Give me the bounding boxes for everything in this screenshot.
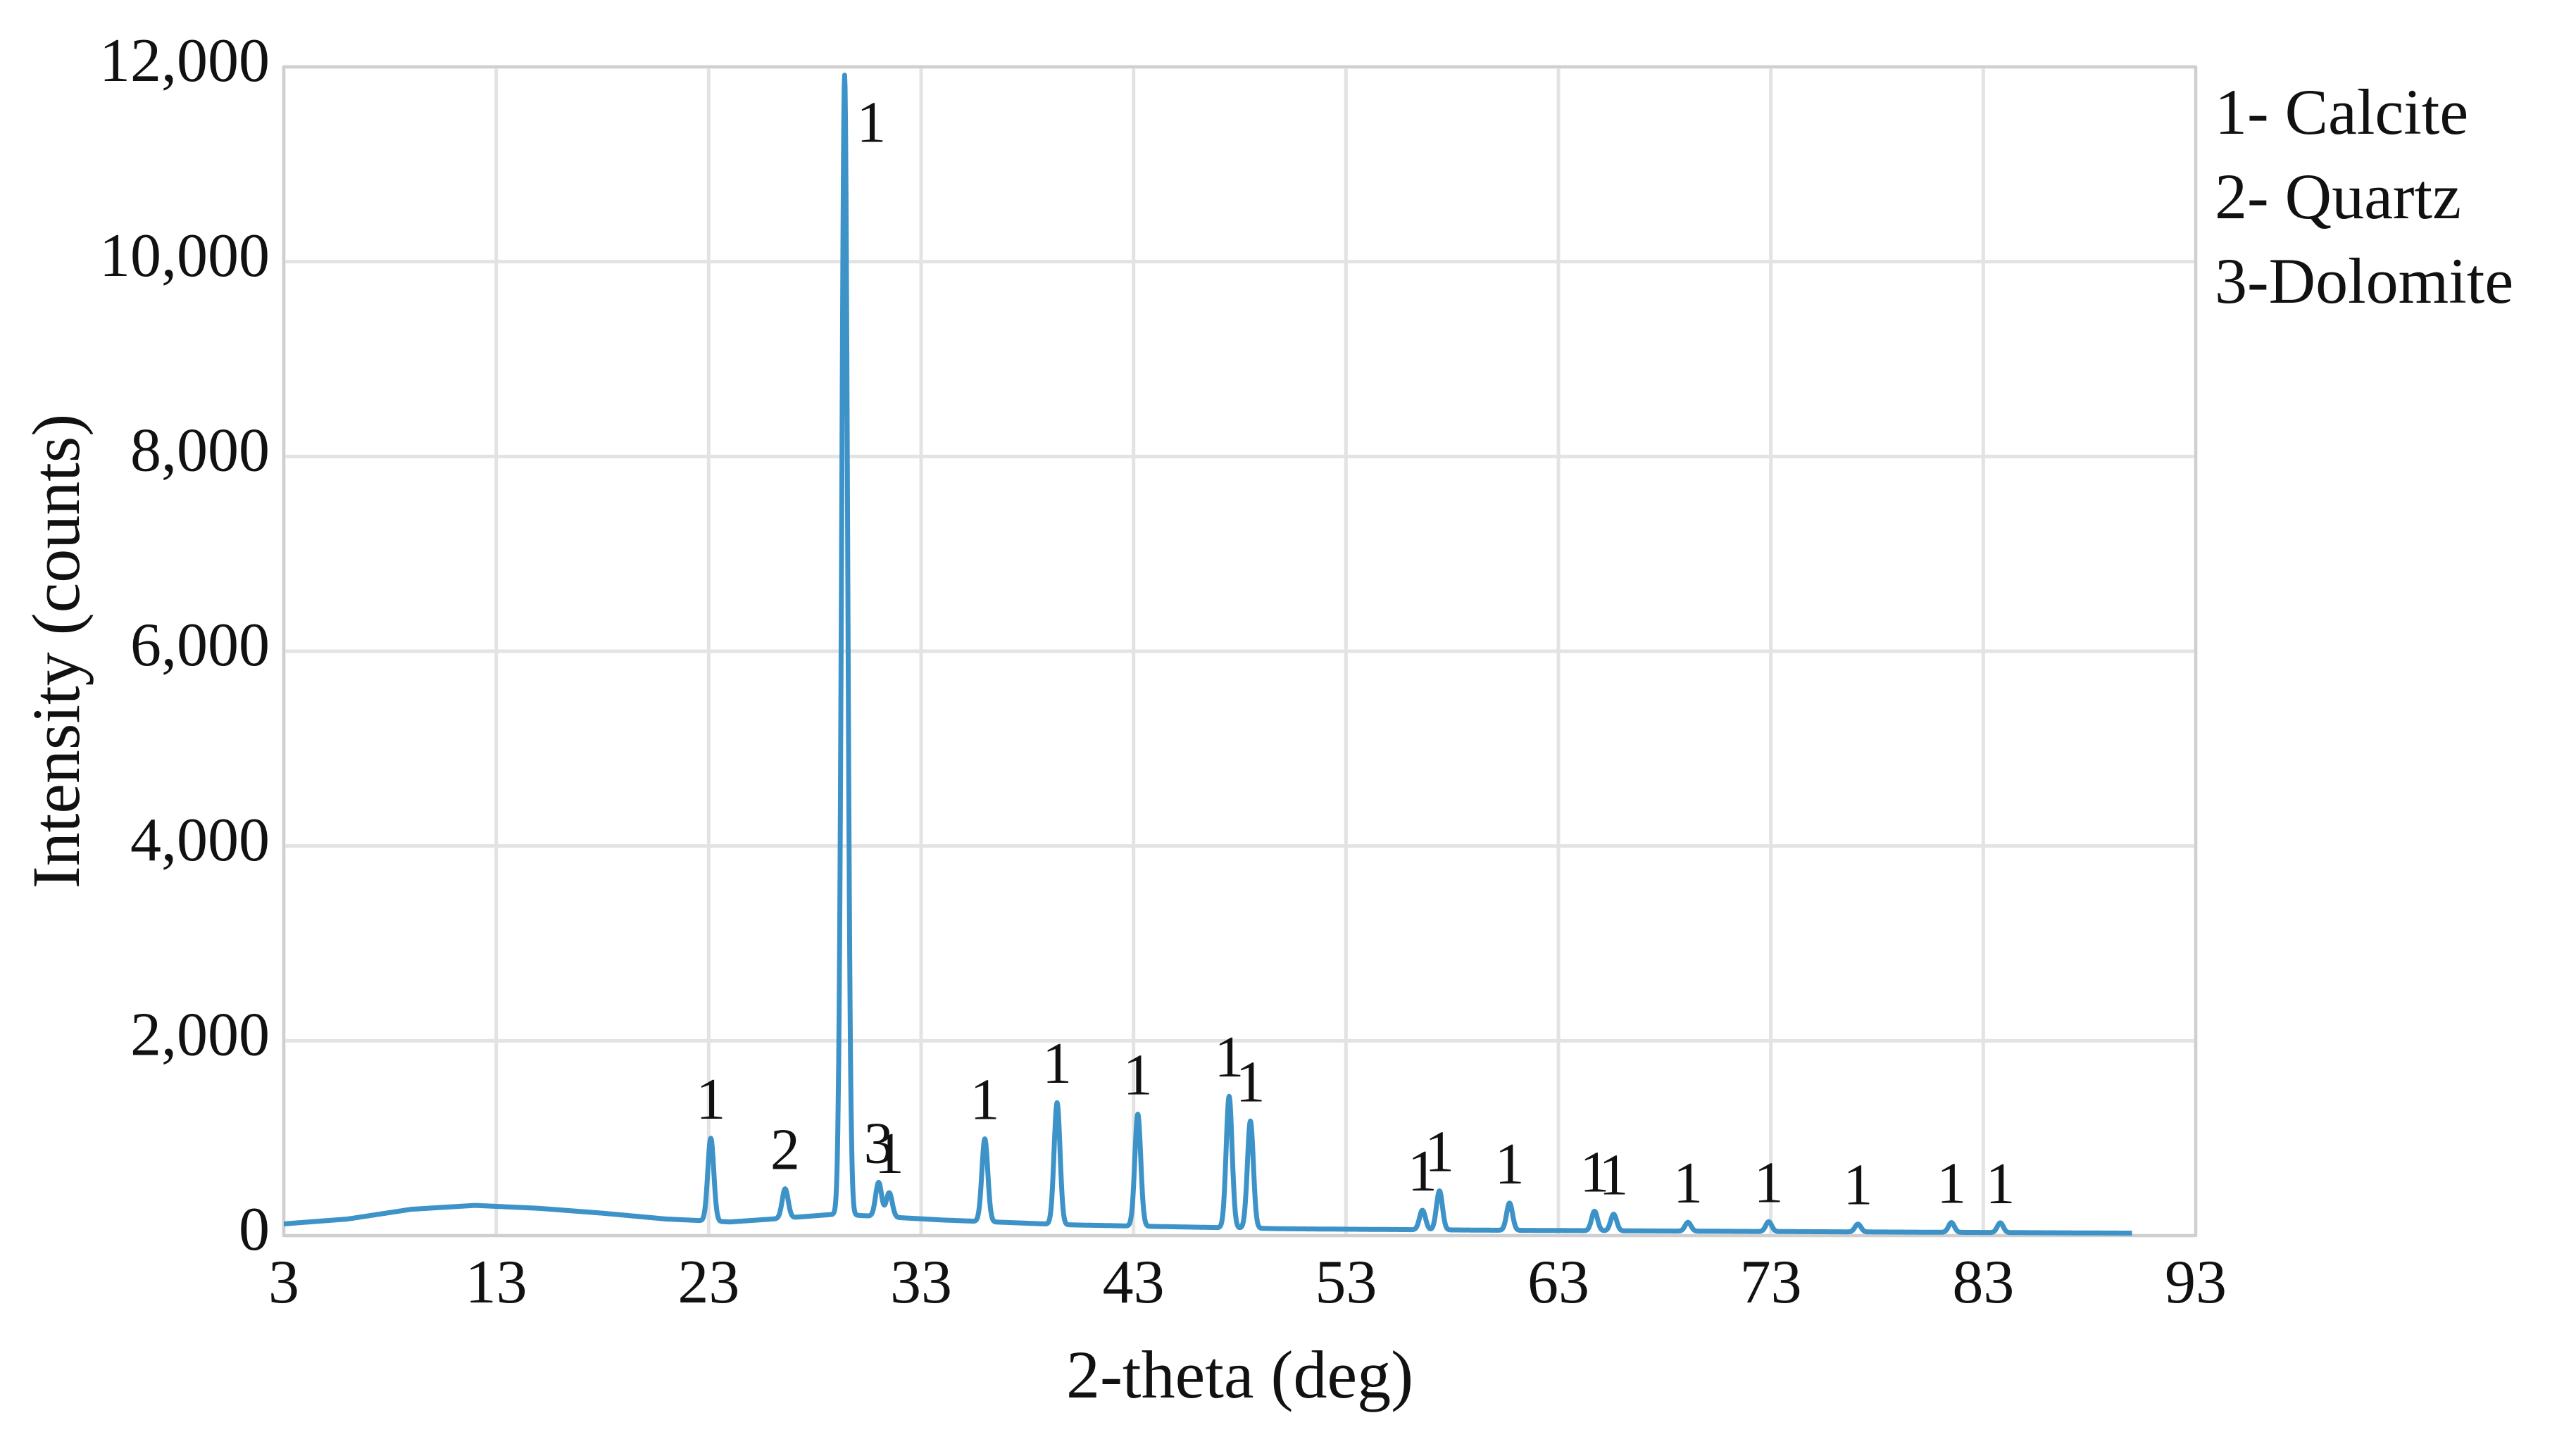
y-tick-label: 10,000 bbox=[99, 222, 270, 290]
xrd-trace-line bbox=[282, 73, 2134, 1236]
x-tick-label: 33 bbox=[890, 1248, 952, 1317]
y-axis-title: Intensity (counts) bbox=[18, 414, 94, 889]
peak-label: 3 bbox=[864, 1110, 894, 1176]
x-tick-label: 23 bbox=[677, 1248, 739, 1317]
y-tick-label: 2,000 bbox=[130, 1001, 270, 1069]
peak-label: 1 bbox=[1673, 1150, 1703, 1216]
peak-label: 1 bbox=[970, 1067, 1000, 1133]
peak-label: 1 bbox=[1408, 1138, 1437, 1204]
y-tick-label: 8,000 bbox=[130, 417, 270, 485]
peak-label: 1 bbox=[856, 90, 886, 156]
x-tick-label: 63 bbox=[1527, 1248, 1589, 1317]
x-tick-label: 43 bbox=[1103, 1248, 1165, 1317]
y-axis-ticks: 0 2,000 4,000 6,000 8,000 10,000 12,000 bbox=[99, 27, 270, 1264]
peak-label: 1 bbox=[1937, 1151, 1966, 1217]
peak-label: 1 bbox=[1425, 1119, 1454, 1185]
peak-label: 1 bbox=[875, 1121, 904, 1186]
x-tick-label: 83 bbox=[1952, 1248, 2014, 1317]
peak-label: 1 bbox=[1985, 1151, 2015, 1217]
peak-label: 1 bbox=[1495, 1131, 1525, 1197]
x-axis-title: 2-theta (deg) bbox=[1066, 1337, 1413, 1412]
x-tick-label: 3 bbox=[268, 1248, 299, 1317]
legend-entry: 2- Quartz bbox=[2215, 161, 2461, 232]
x-tick-label: 53 bbox=[1315, 1248, 1377, 1317]
y-tick-label: 6,000 bbox=[130, 611, 270, 679]
peak-label: 1 bbox=[1123, 1042, 1153, 1107]
peak-label: 1 bbox=[1042, 1031, 1072, 1096]
legend: 1- Calcite 2- Quartz 3-Dolomite bbox=[2215, 76, 2513, 317]
x-tick-label: 73 bbox=[1740, 1248, 1802, 1317]
legend-entry: 3-Dolomite bbox=[2215, 245, 2513, 317]
y-tick-label: 4,000 bbox=[130, 806, 270, 874]
peak-label: 1 bbox=[1214, 1024, 1244, 1090]
peak-label: 1 bbox=[1580, 1139, 1609, 1205]
peak-label: 1 bbox=[1599, 1143, 1628, 1208]
y-tick-label: 12,000 bbox=[99, 27, 270, 95]
peak-label: 1 bbox=[1236, 1049, 1265, 1114]
peak-label: 2 bbox=[770, 1117, 800, 1183]
x-tick-label: 93 bbox=[2165, 1248, 2227, 1317]
x-axis-ticks: 3 13 23 33 43 53 63 73 83 93 bbox=[268, 1248, 2227, 1317]
peak-label: 1 bbox=[696, 1067, 725, 1132]
y-tick-label: 0 bbox=[239, 1195, 270, 1264]
x-tick-label: 13 bbox=[465, 1248, 527, 1317]
legend-entry: 1- Calcite bbox=[2215, 76, 2468, 148]
peak-label: 1 bbox=[1754, 1150, 1784, 1215]
peak-label: 1 bbox=[1843, 1152, 1872, 1218]
plot-area bbox=[282, 65, 2197, 1237]
